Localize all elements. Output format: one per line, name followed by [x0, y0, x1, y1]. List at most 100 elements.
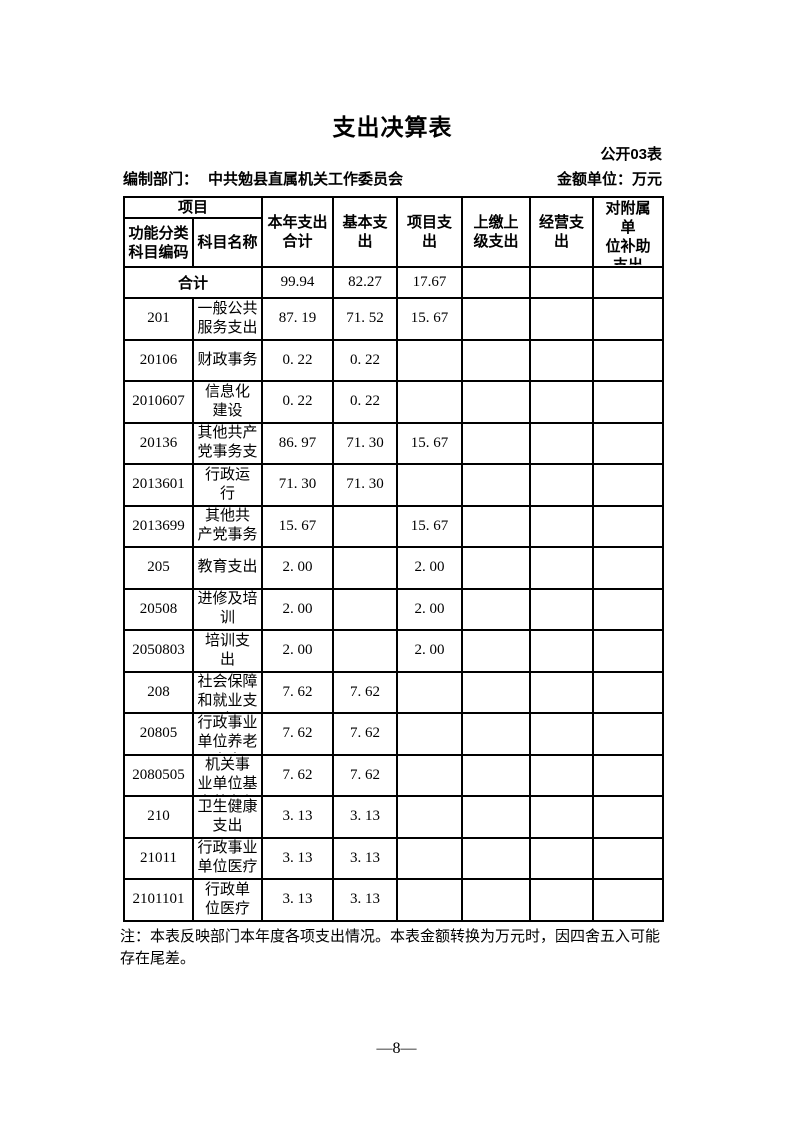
cell-operating [529, 546, 595, 590]
table-row: 2050803 培训支 出 2. 00 2. 00 [123, 629, 665, 673]
cell-operating [529, 587, 595, 631]
cell-upper [461, 546, 532, 590]
cell-operating [529, 878, 595, 922]
table-row: 2101101 行政单 位医疗 3. 13 3. 13 [123, 878, 665, 922]
cell-name: 其他共 产党事务 [191, 504, 264, 548]
cell-basic: 71. 52 [332, 297, 399, 341]
cell-total-label: 合计 [122, 266, 264, 299]
cell-total: 7. 62 [261, 712, 335, 756]
cell-upper [461, 712, 532, 756]
cell-upper [461, 878, 532, 922]
cell-code: 2101101 [123, 878, 194, 922]
cell-project: 2. 00 [396, 587, 464, 631]
cell-operating [529, 297, 595, 341]
total-row: 合计 99.94 82.27 17.67 [122, 266, 665, 299]
cell-operating [529, 670, 595, 714]
cell-project [396, 463, 464, 507]
cell-basic: 7. 62 [332, 712, 399, 756]
cell-total: 87. 19 [261, 297, 335, 341]
cell-code: 2050803 [123, 629, 194, 673]
cell-total: 0. 22 [261, 338, 335, 382]
cell-name: 机关事 业单位基 本养老保 [191, 753, 264, 797]
prepared-by: 编制部门： 中共勉县直属机关工作委员会 [123, 168, 403, 189]
cell-name: 进修及培 训 [191, 587, 264, 631]
cell-total: 3. 13 [261, 795, 335, 839]
cell-subsidy [592, 795, 665, 839]
cell-subsidy [592, 338, 665, 382]
table-row: 208 社会保障 和就业支 出 7. 62 7. 62 [123, 670, 665, 714]
header-total: 本年支出 合计 [261, 196, 335, 268]
cell-project [396, 836, 464, 880]
cell-project [396, 380, 464, 424]
cell-name: 行政事业 单位养老 支出 [191, 712, 264, 756]
cell-subsidy [592, 587, 665, 631]
cell-basic [332, 587, 399, 631]
cell-name: 行政单 位医疗 [191, 878, 264, 922]
table-row: 20508 进修及培 训 2. 00 2. 00 [123, 587, 665, 631]
cell-total: 0. 22 [261, 380, 335, 424]
cell-code: 2013601 [123, 463, 194, 507]
cell-total: 2. 00 [261, 629, 335, 673]
cell-upper [461, 836, 532, 880]
cell-subsidy [592, 266, 665, 299]
cell-operating [529, 712, 595, 756]
cell-operating [529, 463, 595, 507]
cell-upper [461, 504, 532, 548]
cell-subsidy [592, 504, 665, 548]
cell-total: 71. 30 [261, 463, 335, 507]
cell-project [396, 795, 464, 839]
cell-subsidy [592, 878, 665, 922]
cell-subsidy [592, 421, 665, 465]
cell-subsidy [592, 753, 665, 797]
header-row-1: 项目 本年支出 合计 基本支 出 项目支 出 上缴上 级支出 经营支 出 对附属… [122, 196, 665, 268]
cell-name: 其他共产 党事务支 [191, 421, 264, 465]
cell-upper [461, 421, 532, 465]
table-row: 210 卫生健康 支出 3. 13 3. 13 [123, 795, 665, 839]
cell-subsidy [592, 670, 665, 714]
cell-operating [529, 504, 595, 548]
cell-project [396, 712, 464, 756]
prepared-by-label: 编制部门： [123, 171, 199, 188]
cell-upper [461, 463, 532, 507]
amount-unit-label: 金额单位：万元 [556, 171, 662, 188]
cell-basic: 3. 13 [332, 795, 399, 839]
cell-upper [461, 587, 532, 631]
cell-basic: 7. 62 [332, 753, 399, 797]
header-project: 项目支 出 [396, 196, 464, 268]
cell-operating [529, 753, 595, 797]
header-subsidy: 对附属 单 位补助 支出 [592, 196, 665, 268]
cell-upper [461, 338, 532, 382]
expenditure-table: 项目 本年支出 合计 基本支 出 项目支 出 上缴上 级支出 经营支 出 对附属… [122, 196, 665, 922]
cell-operating [529, 338, 595, 382]
cell-project: 15. 67 [396, 297, 464, 341]
cell-name: 行政事业 单位医疗 [191, 836, 264, 880]
table-row: 20805 行政事业 单位养老 支出 7. 62 7. 62 [123, 712, 665, 756]
cell-subsidy [592, 380, 665, 424]
cell-subsidy [592, 297, 665, 341]
cell-name: 教育支出 [191, 546, 264, 590]
cell-code: 21011 [123, 836, 194, 880]
cell-project: 15. 67 [396, 504, 464, 548]
table-row: 20136 其他共产 党事务支 86. 97 71. 30 15. 67 [123, 421, 665, 465]
cell-name: 财政事务 [191, 338, 264, 382]
cell-upper [461, 266, 532, 299]
cell-operating [529, 629, 595, 673]
table-row: 201 一般公共 服务支出 87. 19 71. 52 15. 67 [123, 297, 665, 341]
cell-total: 2. 00 [261, 546, 335, 590]
cell-code: 20106 [123, 338, 194, 382]
cell-total: 3. 13 [261, 878, 335, 922]
cell-project: 17.67 [396, 266, 464, 299]
page-number: —8— [376, 1040, 417, 1057]
cell-subsidy [592, 836, 665, 880]
header-basic: 基本支 出 [332, 196, 399, 268]
footnote-line-1: 注：本表反映部门本年度各项支出情况。本表金额转换为万元时，因四舍五入可能 [120, 929, 661, 945]
cell-code: 20805 [123, 712, 194, 756]
header-item-group: 项目 [122, 196, 264, 219]
cell-upper [461, 670, 532, 714]
cell-operating [529, 266, 595, 299]
cell-total: 3. 13 [261, 836, 335, 880]
header-operating: 经营支 出 [529, 196, 595, 268]
cell-name: 社会保障 和就业支 出 [191, 670, 264, 714]
cell-subsidy [592, 546, 665, 590]
cell-basic [332, 504, 399, 548]
